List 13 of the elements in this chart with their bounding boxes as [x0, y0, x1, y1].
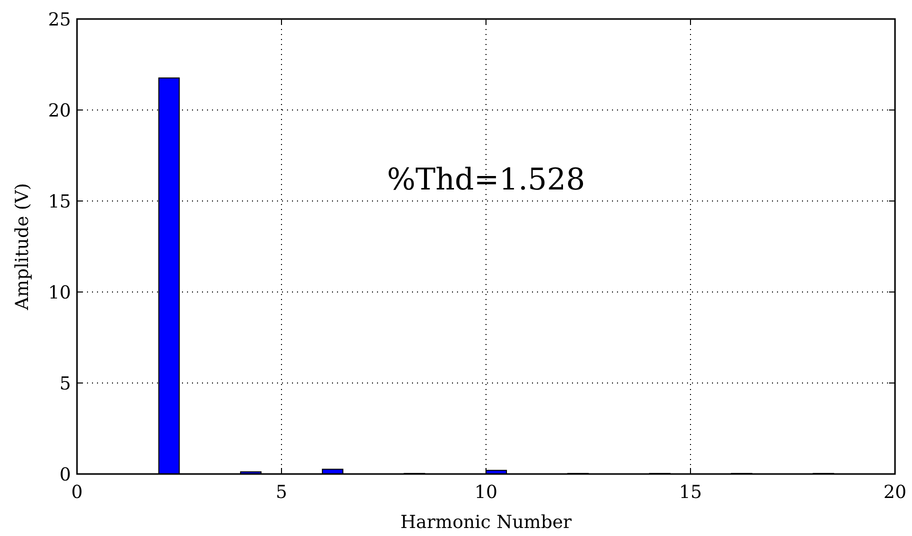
- x-tick-label: 15: [679, 482, 702, 503]
- y-tick-label: 15: [48, 191, 71, 212]
- x-tick-label: 10: [474, 482, 498, 503]
- x-tick-label: 20: [884, 482, 906, 503]
- y-tick-label: 10: [48, 282, 71, 304]
- y-tick-label: 20: [48, 100, 71, 122]
- annotation: %Thd=1.528: [386, 162, 586, 198]
- x-tick-label: 5: [276, 482, 288, 503]
- y-tick-label: 5: [60, 373, 71, 394]
- y-axis-title: Amplitude (V): [12, 183, 33, 311]
- y-tick-label: 0: [60, 464, 71, 486]
- y-tick-label: 25: [48, 9, 71, 30]
- x-axis-title: Harmonic Number: [400, 512, 572, 533]
